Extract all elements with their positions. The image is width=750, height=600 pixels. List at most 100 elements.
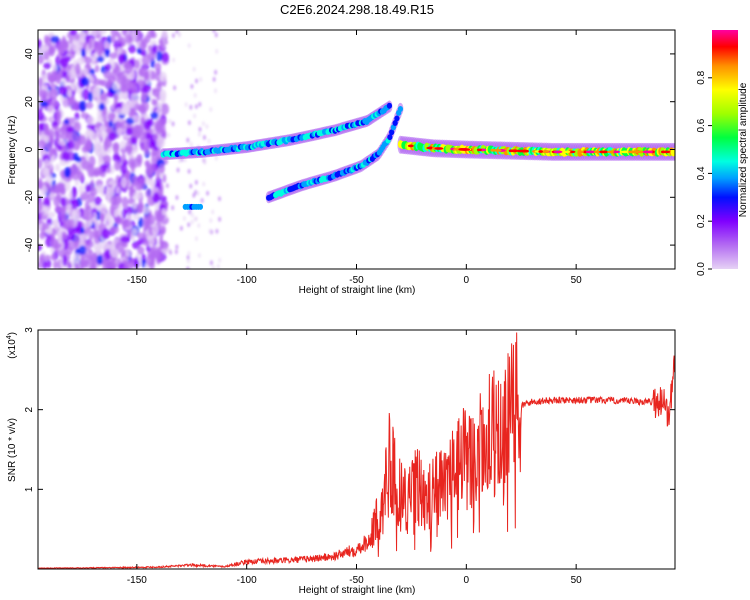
spectrogram-cell (77, 87, 82, 95)
spectrogram-cell (55, 109, 62, 121)
x-tick-label: -150 (127, 275, 147, 286)
spectrogram-cell (110, 225, 119, 234)
spectrogram-cell (80, 257, 85, 269)
spectrogram-cell (517, 149, 525, 153)
spectrogram-cell (112, 82, 121, 92)
spectrogram-cell (132, 201, 137, 209)
spectrogram-cell (125, 117, 135, 125)
spectrogram-cell (196, 190, 200, 196)
spectrogram-cell (563, 150, 571, 154)
spectrogram-cell (66, 246, 73, 255)
colorbar-tick-label: 0.6 (696, 118, 707, 132)
spectrogram-cell (38, 111, 45, 121)
spectrogram-cell (171, 205, 175, 211)
spectrogram-cell (538, 150, 543, 153)
spectrogram-cell (192, 192, 196, 198)
spectrogram-cell (638, 150, 645, 154)
spectrogram-cell (72, 253, 81, 265)
spectrogram-cell (131, 228, 138, 236)
spectrogram-cell (591, 150, 602, 154)
spectrogram-cell (122, 90, 129, 101)
spectrogram-cell (176, 167, 180, 173)
spectrogram-cell (189, 104, 193, 110)
spectrogram-cell (74, 112, 80, 121)
spectrogram-cell (208, 228, 212, 234)
spectrogram-cell (73, 121, 82, 133)
x-tick-label: -150 (127, 575, 147, 586)
spectrogram-cell (88, 155, 96, 168)
spectrogram-x-ticks: -150 -100 -50 0 50 (127, 30, 582, 286)
spectrogram-cell (128, 258, 134, 269)
spectrogram-cell (43, 205, 49, 216)
spectrogram-cell (198, 203, 204, 210)
spectrogram-cell (138, 217, 144, 228)
spectrogram-cell (124, 62, 132, 69)
spectrogram-cell (175, 244, 179, 250)
spectrogram-cell (112, 143, 120, 154)
spectrogram-cell (93, 234, 101, 244)
spectrogram-cell (91, 30, 98, 36)
spectrogram-cell (130, 136, 138, 145)
spectrogram-cell (195, 78, 199, 84)
x-tick-label: -100 (237, 275, 257, 286)
spectrogram-cell (600, 150, 606, 154)
spectrogram-cell (87, 91, 94, 103)
spectrogram-cell (96, 184, 105, 194)
spectrogram-cell (148, 51, 156, 61)
spectrogram-cell (186, 258, 190, 264)
spectrogram-cell (124, 83, 132, 91)
spectrogram-cell (38, 256, 44, 264)
spectrogram-cell (72, 208, 81, 220)
spectrogram-cell (39, 89, 48, 99)
spectrogram-cell (128, 158, 136, 169)
spectrogram-cell (200, 198, 204, 204)
spectrogram-cell (53, 195, 61, 207)
spectrogram-cell (389, 129, 395, 136)
spectrogram-cell (198, 101, 202, 107)
spectrogram-cell (171, 121, 175, 127)
spectrogram-cell (87, 192, 96, 204)
spectrogram-cell (122, 219, 131, 228)
spectrogram-cell (67, 69, 77, 80)
spectrogram-cell (46, 259, 52, 269)
spectrogram-cell (131, 240, 141, 250)
spectrogram-cell (476, 148, 482, 152)
spectrogram-cell (101, 228, 111, 240)
spectrogram-cell (59, 159, 67, 166)
spectrogram-cell (128, 44, 137, 54)
spectrogram-cell (88, 230, 94, 241)
spectrogram-cell (60, 206, 67, 214)
spectrogram-cell (98, 102, 106, 111)
spectrogram-cell (47, 75, 56, 83)
spectrogram-cell (86, 240, 94, 248)
spectrogram-cell (646, 150, 651, 154)
spectrogram-cell (112, 196, 121, 206)
spectrogram-cell (87, 168, 95, 178)
spectrogram-cell (209, 260, 213, 266)
spectrogram-cell (54, 163, 61, 172)
spectrogram-cell (92, 169, 101, 177)
spectrogram-cell (130, 93, 140, 104)
spectrogram-cell (144, 177, 152, 185)
spectrogram-cell (54, 205, 62, 213)
spectrogram-cell (82, 208, 91, 220)
spectrogram-cell (94, 64, 100, 73)
spectrogram-cell (105, 63, 112, 72)
spectrogram-cell (174, 249, 178, 255)
spectrogram-cell (38, 77, 43, 88)
colorbar-tick-label: 0.2 (696, 214, 707, 228)
spectrogram-cell (44, 254, 51, 261)
x-tick-label: -50 (349, 275, 364, 286)
spectrogram-cell (74, 262, 80, 269)
spectrogram-cell (83, 220, 93, 228)
spectrogram-cell (51, 120, 59, 127)
spectrogram-cell (192, 66, 196, 72)
spectrogram-cell (189, 183, 193, 189)
spectrogram-cell (186, 137, 190, 143)
spectrogram-cell (194, 104, 198, 110)
spectrogram-cell (187, 168, 191, 174)
spectrogram-cell (39, 100, 49, 108)
spectrogram-cell (118, 71, 125, 81)
spectrogram-cell (205, 124, 209, 130)
spectrogram-cell (118, 53, 126, 63)
